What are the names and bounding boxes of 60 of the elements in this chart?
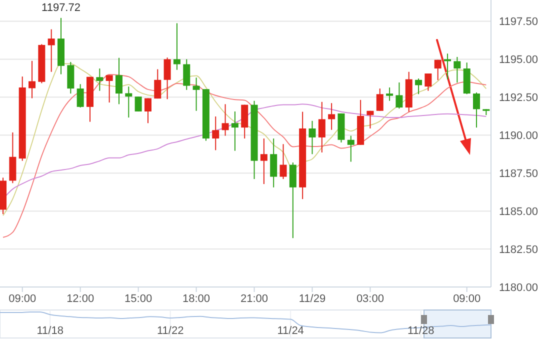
candlestick <box>434 59 442 81</box>
x-tick-label: 11/29 <box>298 293 326 305</box>
candlestick <box>366 110 374 129</box>
y-tick-label: 1195.00 <box>499 54 538 66</box>
x-tick-label: 15:00 <box>124 293 152 305</box>
y-tick-label: 1187.50 <box>499 168 538 180</box>
y-tick-label: 1180.00 <box>499 282 538 294</box>
y-tick-label: 1197.50 <box>499 16 538 28</box>
candlestick <box>212 116 220 151</box>
candlestick <box>115 57 122 105</box>
candlestick <box>473 92 480 128</box>
candlestick <box>347 135 354 162</box>
x-tick-label: 03:00 <box>356 293 384 305</box>
candlestick <box>96 68 104 92</box>
x-tick-label: 12:00 <box>66 293 94 305</box>
candlestick <box>289 162 296 239</box>
candlestick <box>318 101 326 153</box>
candlestick <box>222 104 229 136</box>
candlestick <box>376 88 384 112</box>
y-tick-label: 1185.00 <box>499 206 538 218</box>
candlestick <box>144 98 152 124</box>
candlestick <box>396 82 403 110</box>
candlestick <box>454 56 461 84</box>
y-tick-label: 1192.50 <box>499 92 538 104</box>
y-tick-label: 1182.50 <box>499 244 538 256</box>
candlestick <box>280 144 287 180</box>
x-tick-label: 09:00 <box>453 293 481 305</box>
candlestick <box>28 60 36 99</box>
line-series <box>2 63 487 216</box>
candlestick <box>154 68 162 100</box>
candlestick <box>241 104 248 139</box>
annotation: 1197.72 <box>42 2 80 14</box>
candlestick <box>125 86 132 118</box>
candlestick <box>270 138 278 188</box>
x-tick-label: 11/22 <box>156 325 184 337</box>
x-tick-label: 21:00 <box>240 293 268 305</box>
candlestick <box>444 53 452 80</box>
x-tick-label: 11/28 <box>408 325 434 337</box>
candlestick <box>106 74 113 103</box>
candlestick <box>308 120 316 155</box>
candlestick <box>67 61 74 94</box>
candlestick <box>328 102 336 130</box>
candlestick <box>192 77 200 112</box>
candlestick <box>424 72 432 92</box>
candlestick <box>9 132 16 184</box>
candlestick <box>386 86 394 102</box>
y-tick-label: 1190.00 <box>499 130 538 142</box>
candlestick <box>173 22 180 70</box>
candlestick <box>231 110 238 152</box>
x-tick-label: 11/18 <box>36 325 64 337</box>
x-tick-label: 11/24 <box>277 325 304 337</box>
candlestick <box>183 58 190 90</box>
x-tick-label: 18:00 <box>182 293 210 305</box>
candlestick <box>48 28 55 72</box>
candlestick <box>260 138 268 185</box>
candlestick <box>415 78 422 95</box>
x-tick-label: 09:00 <box>8 293 36 305</box>
candlestick <box>164 57 171 100</box>
candlestick <box>76 84 84 108</box>
candlestick <box>134 96 142 112</box>
